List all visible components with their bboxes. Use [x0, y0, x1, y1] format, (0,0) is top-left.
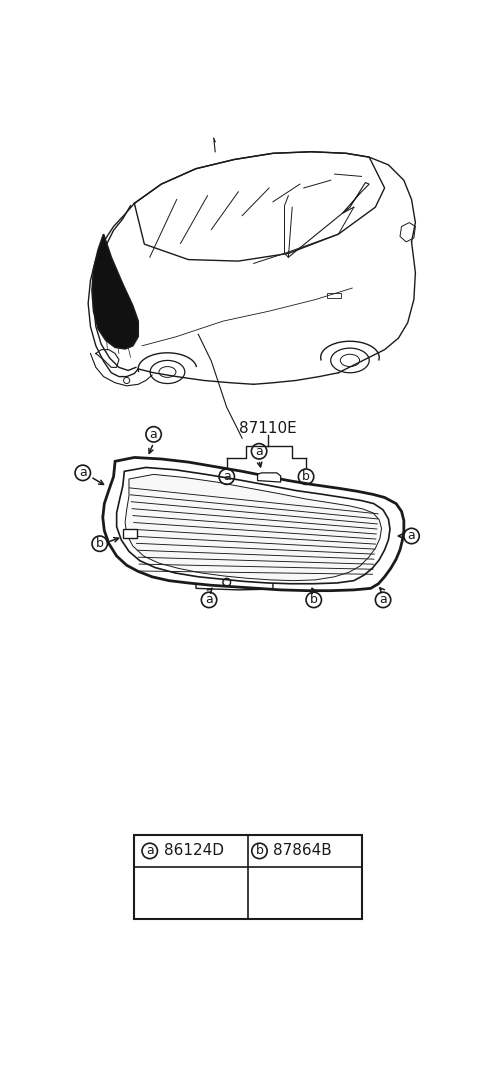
- Polygon shape: [103, 458, 404, 590]
- Circle shape: [278, 897, 284, 904]
- Polygon shape: [400, 222, 415, 242]
- Text: b: b: [310, 593, 318, 607]
- Text: 87864B: 87864B: [273, 843, 332, 858]
- Text: a: a: [205, 593, 213, 607]
- Polygon shape: [163, 884, 217, 889]
- Bar: [134, 834, 361, 919]
- Bar: [304, 882, 312, 892]
- Text: a: a: [146, 844, 154, 857]
- Text: b: b: [96, 537, 104, 550]
- Text: b: b: [255, 844, 264, 857]
- Text: a: a: [255, 445, 263, 458]
- Polygon shape: [342, 182, 369, 214]
- Text: a: a: [379, 593, 387, 607]
- Text: 87110E: 87110E: [239, 421, 297, 436]
- Text: a: a: [150, 427, 157, 441]
- Text: a: a: [79, 467, 86, 480]
- Polygon shape: [125, 474, 382, 580]
- Bar: [123, 529, 137, 538]
- Circle shape: [295, 897, 301, 904]
- Text: 86124D: 86124D: [164, 843, 224, 858]
- Text: a: a: [408, 529, 415, 542]
- Text: b: b: [302, 470, 310, 483]
- Text: a: a: [223, 470, 230, 483]
- Polygon shape: [258, 473, 281, 482]
- Bar: [327, 293, 341, 298]
- Ellipse shape: [304, 880, 312, 884]
- Polygon shape: [92, 234, 138, 349]
- Polygon shape: [117, 468, 390, 584]
- Polygon shape: [154, 889, 217, 899]
- Polygon shape: [273, 888, 318, 892]
- Polygon shape: [267, 892, 317, 908]
